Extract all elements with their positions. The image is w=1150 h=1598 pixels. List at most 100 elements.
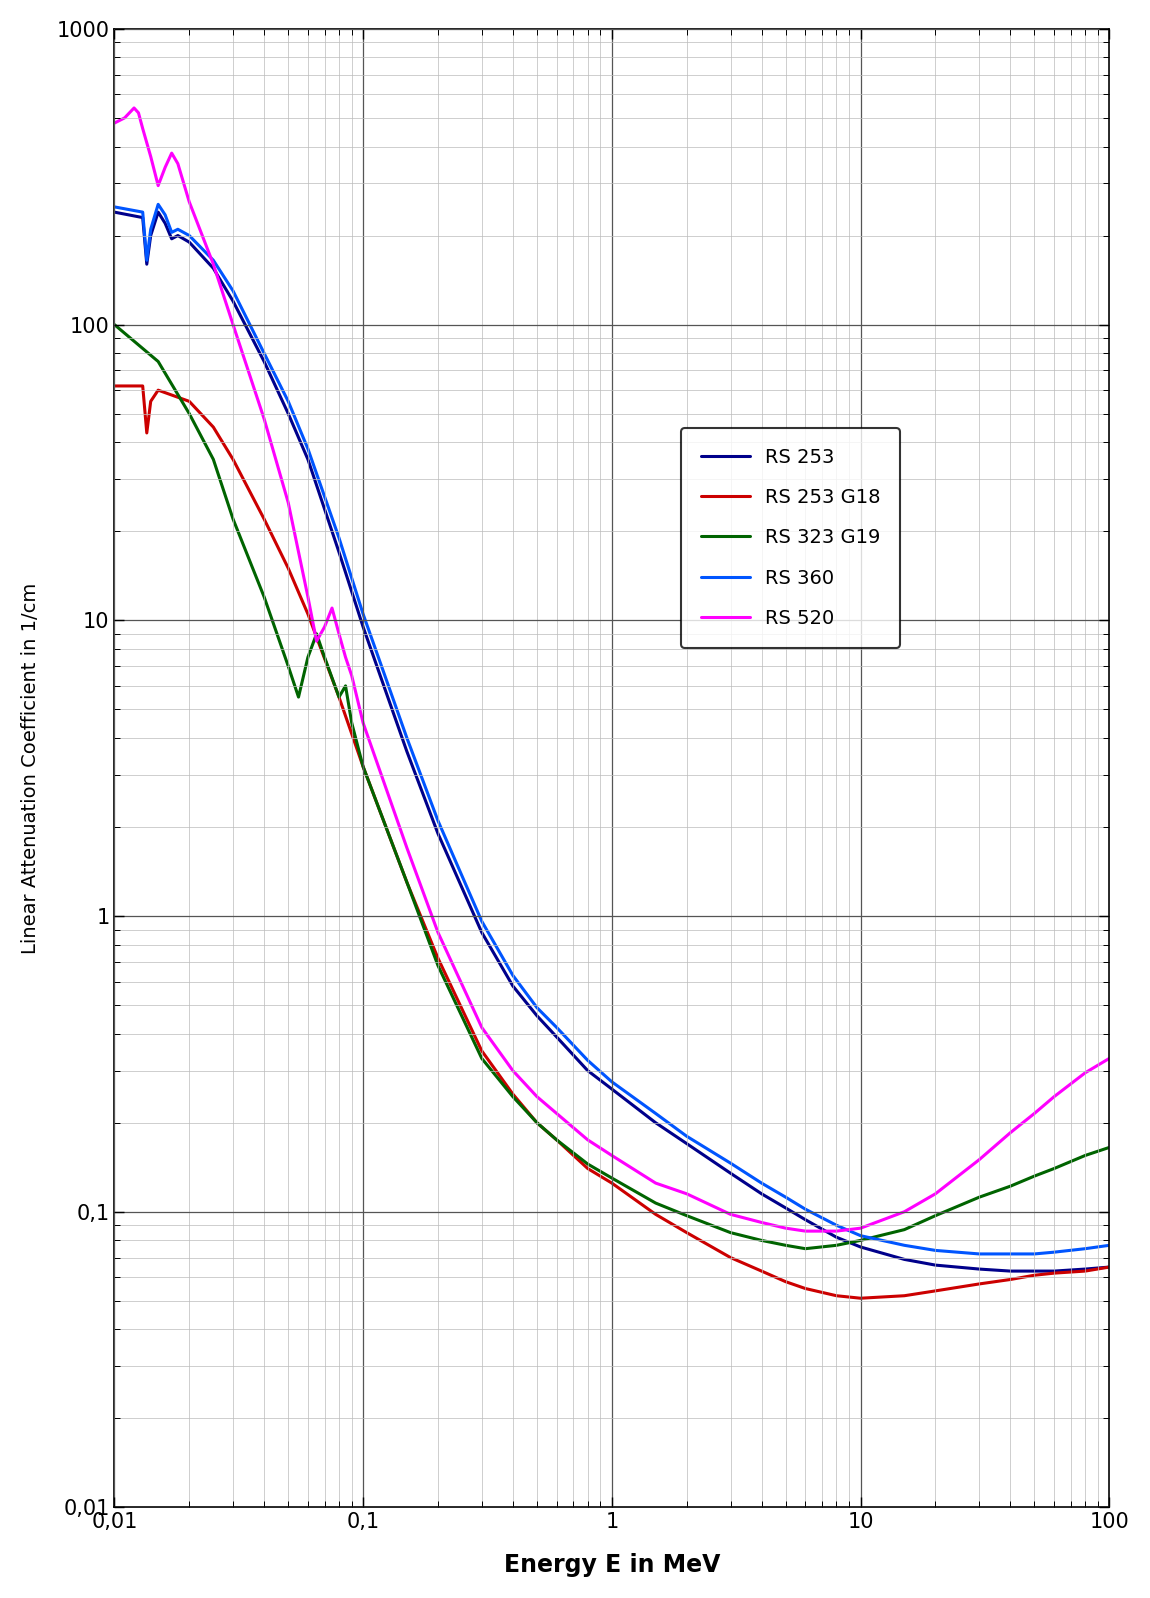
RS 360 xyxy=(400,729,414,748)
RS 520 xyxy=(207,254,221,273)
RS 253 xyxy=(506,976,520,996)
RS 360 xyxy=(164,222,178,241)
RS 323 G19 xyxy=(1048,1159,1061,1178)
RS 323 G19 xyxy=(928,1206,942,1226)
RS 253 G18 xyxy=(1079,1261,1092,1280)
RS 253 G18 xyxy=(1103,1258,1117,1277)
RS 360 xyxy=(550,1018,564,1037)
RS 520 xyxy=(1079,1063,1092,1082)
RS 253 xyxy=(1048,1261,1061,1280)
RS 323 G19 xyxy=(1027,1167,1041,1186)
RS 253 xyxy=(431,825,445,844)
RS 360 xyxy=(171,219,185,238)
RS 520 xyxy=(332,625,346,644)
RS 253 xyxy=(164,229,178,248)
RS 323 G19 xyxy=(829,1235,843,1254)
Y-axis label: Linear Attenuation Coefficient in 1/cm: Linear Attenuation Coefficient in 1/cm xyxy=(21,583,40,954)
RS 253 G18 xyxy=(282,559,296,578)
RS 253 G18 xyxy=(723,1248,737,1267)
RS 520 xyxy=(1048,1087,1061,1106)
RS 253 xyxy=(159,214,172,233)
RS 253 xyxy=(1103,1258,1117,1277)
RS 360 xyxy=(159,205,172,224)
RS 520 xyxy=(171,153,185,173)
RS 253 G18 xyxy=(853,1288,867,1307)
RS 520 xyxy=(581,1130,595,1149)
RS 253 xyxy=(973,1259,987,1278)
RS 323 G19 xyxy=(897,1219,911,1238)
RS 323 G19 xyxy=(1004,1176,1018,1195)
RS 360 xyxy=(829,1216,843,1235)
RS 253 G18 xyxy=(431,949,445,968)
RS 360 xyxy=(723,1154,737,1173)
RS 253 xyxy=(829,1227,843,1246)
RS 323 G19 xyxy=(581,1154,595,1173)
RS 520 xyxy=(475,1018,489,1037)
RS 253 G18 xyxy=(332,687,346,706)
RS 253 xyxy=(928,1256,942,1275)
RS 253 G18 xyxy=(475,1042,489,1061)
RS 253 G18 xyxy=(897,1286,911,1306)
RS 323 G19 xyxy=(338,676,352,695)
RS 323 G19 xyxy=(506,1087,520,1106)
RS 323 G19 xyxy=(107,315,121,334)
RS 253 xyxy=(605,1079,619,1098)
RS 253 xyxy=(171,225,185,244)
RS 253 xyxy=(897,1250,911,1269)
RS 360 xyxy=(754,1173,768,1192)
RS 360 xyxy=(140,251,154,270)
RS 520 xyxy=(530,1087,544,1106)
RS 520 xyxy=(164,144,178,163)
RS 253 G18 xyxy=(107,377,121,396)
RS 520 xyxy=(1004,1123,1018,1143)
RS 253 xyxy=(550,1028,564,1047)
RS 360 xyxy=(258,344,271,363)
RS 323 G19 xyxy=(292,687,306,706)
RS 520 xyxy=(227,315,240,334)
RS 253 xyxy=(136,208,150,227)
RS 360 xyxy=(152,195,166,214)
RS 253 xyxy=(152,203,166,222)
RS 520 xyxy=(309,631,323,650)
RS 360 xyxy=(107,197,121,216)
Legend: RS 253, RS 253 G18, RS 323 G19, RS 360, RS 520: RS 253, RS 253 G18, RS 323 G19, RS 360, … xyxy=(682,428,900,647)
RS 520 xyxy=(117,109,131,128)
RS 253 xyxy=(144,225,158,244)
RS 520 xyxy=(754,1213,768,1232)
RS 253 xyxy=(723,1163,737,1183)
RS 360 xyxy=(581,1051,595,1071)
RS 253 G18 xyxy=(356,757,370,777)
RS 323 G19 xyxy=(853,1230,867,1250)
RS 253 G18 xyxy=(207,417,221,436)
RS 323 G19 xyxy=(152,352,166,371)
RS 520 xyxy=(550,1104,564,1123)
RS 520 xyxy=(779,1219,792,1238)
RS 360 xyxy=(506,965,520,984)
RS 360 xyxy=(1103,1235,1117,1254)
RS 253 G18 xyxy=(605,1173,619,1192)
Line: RS 253 G18: RS 253 G18 xyxy=(114,387,1110,1298)
RS 323 G19 xyxy=(973,1187,987,1206)
RS 253 xyxy=(475,924,489,943)
RS 360 xyxy=(475,912,489,932)
RS 253 xyxy=(400,741,414,761)
RS 360 xyxy=(1048,1243,1061,1262)
RS 253 G18 xyxy=(136,377,150,396)
RS 253 xyxy=(1027,1261,1041,1280)
RS 253 G18 xyxy=(301,604,315,623)
RS 520 xyxy=(159,158,172,177)
RS 253 G18 xyxy=(152,380,166,400)
RS 360 xyxy=(798,1200,812,1219)
RS 253 xyxy=(332,543,346,562)
RS 253 G18 xyxy=(1027,1266,1041,1285)
RS 520 xyxy=(136,118,150,137)
RS 323 G19 xyxy=(1079,1146,1092,1165)
RS 520 xyxy=(301,588,315,607)
RS 253 G18 xyxy=(973,1274,987,1293)
Line: RS 520: RS 520 xyxy=(114,109,1110,1230)
RS 253 G18 xyxy=(829,1286,843,1306)
RS 520 xyxy=(723,1205,737,1224)
RS 323 G19 xyxy=(282,657,296,676)
RS 520 xyxy=(282,494,296,513)
RS 520 xyxy=(144,147,158,166)
